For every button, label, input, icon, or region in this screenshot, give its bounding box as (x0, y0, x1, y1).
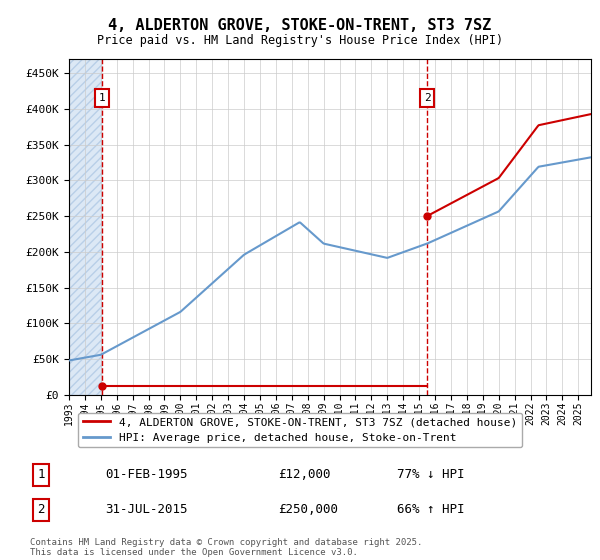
Text: 4, ALDERTON GROVE, STOKE-ON-TRENT, ST3 7SZ: 4, ALDERTON GROVE, STOKE-ON-TRENT, ST3 7… (109, 18, 491, 33)
Text: 1: 1 (99, 93, 106, 103)
Text: 66% ↑ HPI: 66% ↑ HPI (397, 503, 465, 516)
Text: Price paid vs. HM Land Registry's House Price Index (HPI): Price paid vs. HM Land Registry's House … (97, 34, 503, 46)
Text: 77% ↓ HPI: 77% ↓ HPI (397, 468, 465, 482)
Text: £12,000: £12,000 (278, 468, 331, 482)
Text: 2: 2 (37, 503, 44, 516)
Text: 1: 1 (37, 468, 44, 482)
Text: Contains HM Land Registry data © Crown copyright and database right 2025.
This d: Contains HM Land Registry data © Crown c… (30, 538, 422, 557)
Bar (69, 59, 102, 395)
Text: 31-JUL-2015: 31-JUL-2015 (106, 503, 188, 516)
Text: 2: 2 (424, 93, 430, 103)
Text: £250,000: £250,000 (278, 503, 338, 516)
Legend: 4, ALDERTON GROVE, STOKE-ON-TRENT, ST3 7SZ (detached house), HPI: Average price,: 4, ALDERTON GROVE, STOKE-ON-TRENT, ST3 7… (78, 413, 522, 447)
Text: 01-FEB-1995: 01-FEB-1995 (106, 468, 188, 482)
